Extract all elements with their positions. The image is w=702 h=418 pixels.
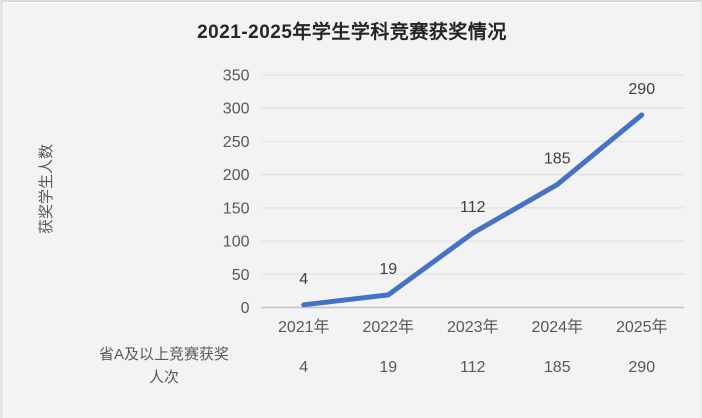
x-category-label: 2021年 [278, 318, 330, 336]
chart-title: 2021-2025年学生学科竞赛获奖情况 [197, 22, 507, 43]
line-chart-plot: 0 50 100 150 200 250 300 350 2021年 2022年 2023年 2024… [223, 68, 684, 376]
data-table-value: 112 [460, 359, 486, 376]
data-point-label: 112 [460, 199, 486, 216]
data-table-value: 4 [299, 359, 308, 376]
series-line [301, 112, 645, 308]
y-tick-label: 150 [223, 200, 250, 217]
data-table-value: 19 [379, 359, 397, 376]
data-table-series-label: 省A及以上竞赛获奖人次 [98, 346, 229, 386]
data-point-label: 19 [379, 261, 397, 278]
data-point-label: 290 [628, 81, 655, 98]
y-tick-label: 300 [223, 101, 250, 118]
data-point-label: 185 [544, 151, 571, 168]
x-category-label: 2024年 [531, 318, 583, 336]
y-tick-label: 200 [223, 167, 250, 184]
y-tick-label: 350 [223, 68, 250, 85]
data-point-label: 4 [299, 271, 308, 288]
y-tick-label: 0 [241, 300, 250, 317]
y-tick-label: 250 [223, 134, 250, 151]
x-category-label: 2023年 [447, 318, 499, 336]
data-table-value: 290 [628, 359, 655, 376]
y-tick-label: 50 [232, 267, 250, 284]
y-tick-label: 100 [223, 234, 250, 251]
x-category-label: 2025年 [616, 318, 668, 336]
data-table-value: 185 [544, 359, 571, 376]
x-category-label: 2022年 [362, 318, 414, 336]
